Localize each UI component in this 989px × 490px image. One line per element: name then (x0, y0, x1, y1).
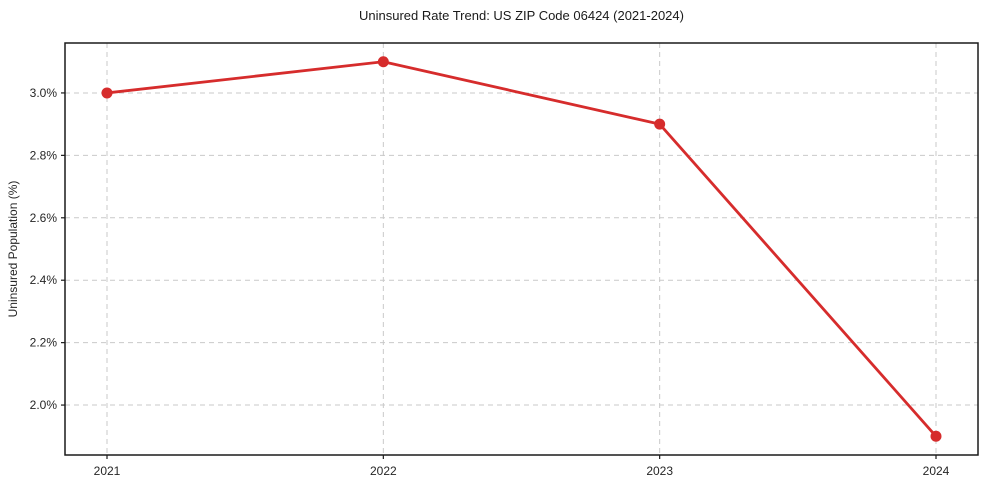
data-point (930, 430, 942, 442)
trend-line (105, 60, 938, 438)
data-point (654, 118, 666, 130)
x-tick-label: 2021 (94, 464, 121, 478)
data-point (377, 56, 389, 68)
chart-title: Uninsured Rate Trend: US ZIP Code 06424 … (359, 8, 684, 23)
y-tick-label: 2.0% (30, 398, 58, 412)
x-tick-label: 2023 (646, 464, 673, 478)
data-point (101, 87, 113, 99)
y-tick-label: 2.6% (30, 211, 58, 225)
plot-border (64, 42, 979, 456)
y-tick-label: 3.0% (30, 86, 58, 100)
x-tick-label: 2022 (370, 464, 397, 478)
y-tick-label: 2.4% (30, 273, 58, 287)
y-tick-label: 2.2% (30, 336, 58, 350)
y-tick-label: 2.8% (30, 148, 58, 162)
x-tick-label: 2024 (923, 464, 950, 478)
